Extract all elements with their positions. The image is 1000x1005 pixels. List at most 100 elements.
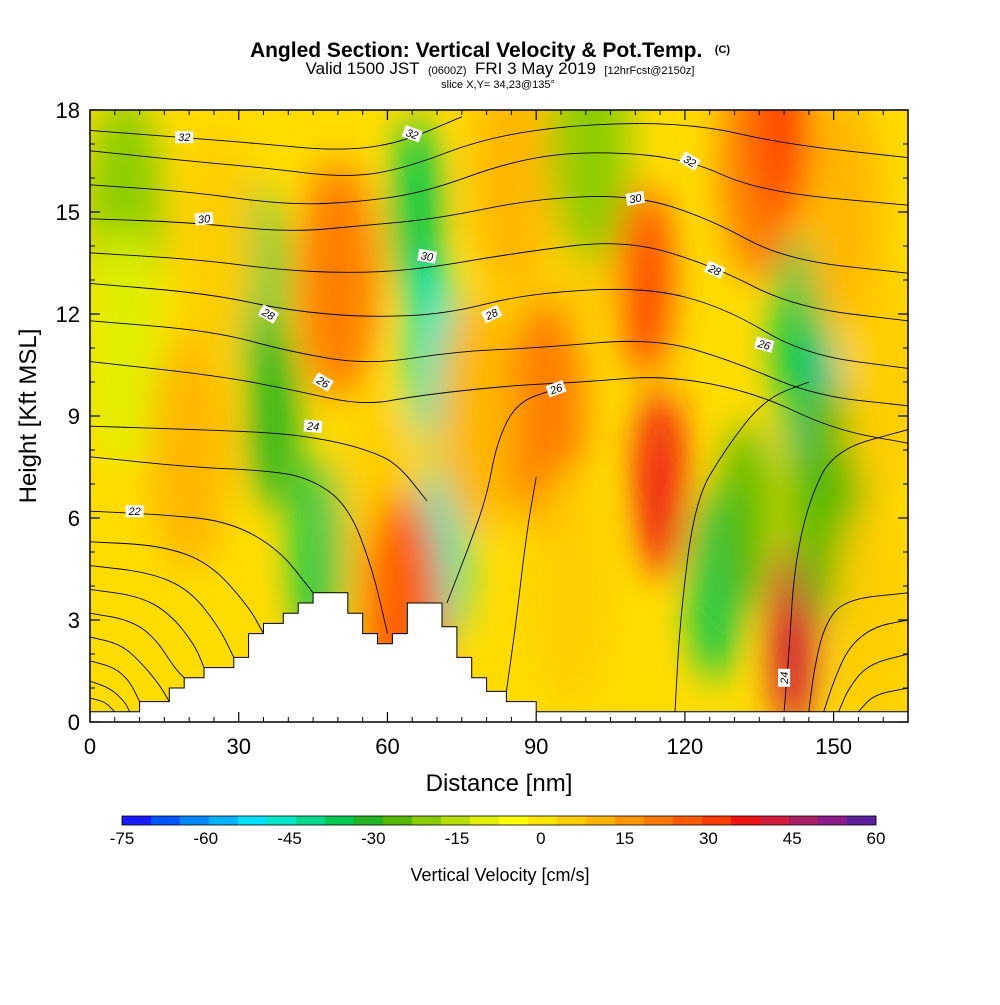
colorbar-tick-label: -75	[110, 829, 135, 848]
contour-label-bg	[545, 380, 567, 398]
theta-contour-15	[90, 636, 170, 702]
theta-contours	[90, 116, 908, 713]
theta-contour-26	[858, 687, 908, 713]
colorbar-swatch	[122, 816, 152, 825]
theta-contour-16	[90, 660, 141, 702]
colorbar-tick-label: -15	[445, 829, 470, 848]
colorbar-tick-label: -30	[361, 829, 386, 848]
terrain-profile	[90, 592, 908, 722]
valid-prefix: Valid 1500 JST	[306, 59, 420, 78]
colorbar-swatch	[151, 816, 181, 825]
contour-label-bg	[480, 304, 503, 324]
velocity-cell-20	[718, 423, 771, 613]
colorbar: -75 -60 -45 -30 -15 0 15 30 45 60	[110, 815, 886, 848]
contour-label-text: 26	[756, 338, 773, 353]
chart-title-group: Angled Section: Vertical Velocity & Pot.…	[250, 39, 730, 62]
contour-label-bg	[778, 668, 791, 687]
contour-label-text: 32	[404, 127, 420, 142]
colorbar-swatch	[702, 816, 732, 825]
velocity-cell-28	[843, 262, 908, 502]
theta-contour-24	[823, 619, 908, 712]
theta-contour-4	[90, 243, 908, 322]
contour-label-4: 30	[625, 190, 646, 206]
contour-label-1: 32	[401, 125, 423, 143]
x-tick-label: 120	[667, 734, 704, 759]
colorbar-swatch	[586, 816, 616, 825]
colorbar-tick-label: -60	[194, 829, 219, 848]
theta-contour-22	[783, 429, 908, 712]
x-tick-label: 150	[815, 734, 852, 759]
contour-label-text: 28	[483, 307, 501, 324]
contour-label-bg	[753, 336, 775, 353]
y-tick-label: 15	[56, 200, 80, 225]
colorbar-swatch	[557, 816, 587, 825]
colorbar-swatch	[818, 816, 848, 825]
valid-date: FRI 3 May 2019	[475, 59, 596, 78]
colorbar-swatch	[267, 816, 297, 825]
velocity-cell-27	[803, 110, 884, 332]
theta-contour-9	[90, 456, 388, 634]
colorbar-tick-label: 60	[867, 829, 886, 848]
contour-label-14: 24	[778, 668, 791, 687]
colorbar-tick-label: -45	[277, 829, 302, 848]
colorbar-swatch	[383, 816, 413, 825]
velocity-cell-6	[297, 160, 378, 400]
velocity-cell-18	[550, 110, 631, 264]
contour-label-12: 24	[303, 419, 323, 434]
valid-utc: (0600Z)	[428, 65, 467, 77]
colorbar-label: Vertical Velocity [cm/s]	[410, 865, 589, 885]
theta-contour-10	[90, 510, 314, 594]
chart-title: Angled Section: Vertical Velocity & Pot.…	[250, 39, 702, 62]
contour-label-bg	[175, 131, 194, 144]
theta-contour-17	[90, 680, 131, 712]
colorbar-swatch	[412, 816, 442, 825]
contour-label-2: 32	[679, 151, 701, 171]
contour-label-text: 24	[779, 672, 791, 685]
velocity-cell-4	[247, 321, 300, 511]
theta-contour-1	[90, 123, 908, 176]
theta-contour-14	[90, 612, 185, 679]
contour-label-text: 22	[127, 506, 140, 518]
y-tick-label: 9	[68, 404, 80, 429]
contour-label-bg	[194, 212, 214, 226]
colorbar-swatch	[441, 816, 471, 825]
velocity-cell-31	[178, 126, 259, 366]
colorbar-swatch	[789, 816, 819, 825]
colorbar-tick-label: 15	[615, 829, 634, 848]
contour-label-bg	[401, 125, 423, 143]
contour-label-text: 32	[178, 132, 190, 144]
contour-label-bg	[125, 505, 144, 518]
colorbar-swatch	[615, 816, 645, 825]
x-tick-label: 60	[375, 734, 399, 759]
colorbar-tick-label: 30	[699, 829, 718, 848]
velocity-cell-16	[619, 185, 672, 375]
contour-label-bg	[303, 419, 323, 433]
contour-label-text: 30	[628, 192, 643, 206]
terrain	[90, 592, 908, 722]
contour-label-bg	[417, 248, 438, 264]
velocity-cell-29	[833, 500, 908, 722]
velocity-cell-30	[436, 296, 517, 536]
contour-label-13: 22	[125, 505, 144, 518]
slice-info: slice X,Y= 34,23@135°	[441, 79, 555, 91]
contour-label-bg	[679, 151, 701, 171]
y-tick-label: 3	[68, 608, 80, 633]
velocity-cell-15	[530, 466, 611, 706]
colorbar-swatch	[209, 816, 239, 825]
theta-contour-23	[808, 592, 908, 712]
x-tick-label: 0	[84, 734, 96, 759]
contour-label-bg	[625, 190, 646, 206]
y-axis: 0 3 6 9 12 15 18	[56, 98, 908, 735]
colorbar-swatch	[499, 816, 529, 825]
forecast-tag: [12hrFcst@2150z]	[604, 65, 694, 77]
contour-label-text: 32	[681, 154, 698, 171]
theta-contour-13	[90, 588, 205, 668]
colorbar-tick-label: 0	[536, 829, 545, 848]
colorbar-swatch	[847, 816, 877, 825]
colorbar-swatch	[325, 816, 355, 825]
contour-label-3: 30	[194, 212, 214, 226]
theta-contour-12	[90, 565, 235, 658]
title-block: Angled Section: Vertical Velocity & Pot.…	[250, 39, 730, 91]
colorbar-swatch	[673, 816, 703, 825]
